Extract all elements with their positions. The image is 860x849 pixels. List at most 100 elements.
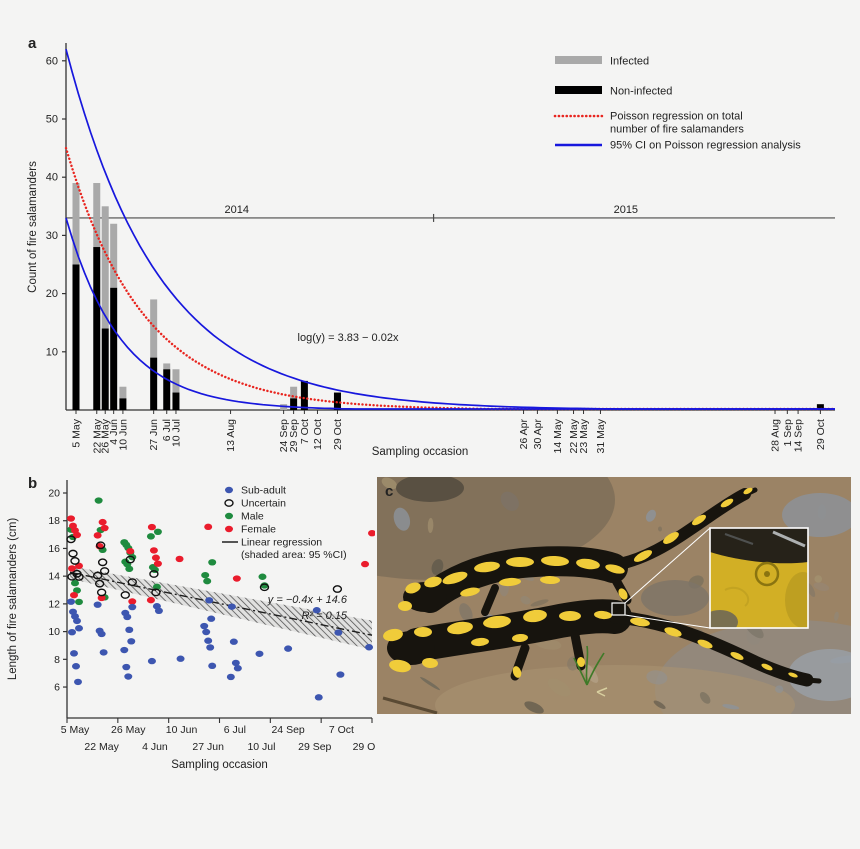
bar-non-infected	[110, 287, 118, 410]
point-female	[153, 560, 162, 567]
point-sub-adult	[208, 662, 217, 670]
y-tick-label: 6	[54, 682, 60, 694]
year-label: 2014	[224, 204, 248, 216]
point-female	[232, 575, 241, 582]
x-tick-label: 4 Jun	[108, 419, 120, 445]
legend-label: Linear regression	[241, 537, 322, 549]
point-female	[204, 523, 213, 531]
point-sub-adult	[154, 607, 163, 615]
x-tick-label: 7 Oct	[299, 419, 311, 444]
y-tick-label: 40	[46, 172, 58, 184]
twig	[382, 696, 438, 714]
callout-line-top	[624, 527, 711, 604]
point-female	[175, 555, 184, 563]
point-sub-adult	[204, 637, 213, 644]
x-tick-label: 24 Sep	[271, 724, 304, 736]
point-uncertain	[92, 571, 103, 580]
x-tick-label: 10 Jul	[247, 741, 275, 753]
panel-a-count-chart: a 2014 2015 10 20 30 40 50 60 Count of fire salam…	[27, 35, 837, 458]
x-tick-label: 4 Jun	[142, 741, 168, 753]
point-female	[126, 548, 135, 555]
point-sub-adult	[123, 613, 132, 621]
point-male	[203, 577, 212, 585]
legend-marker	[225, 486, 233, 494]
point-female	[361, 560, 370, 568]
bar-infected	[150, 299, 158, 358]
point-sub-adult	[202, 628, 211, 636]
x-tick-label: 22 May	[91, 418, 103, 453]
y-axis-title: Count of fire salamanders	[27, 161, 39, 293]
x-tick-label: 7 Oct	[329, 724, 354, 736]
point-male	[153, 528, 162, 536]
point-sub-adult	[73, 617, 81, 625]
point-male	[94, 497, 103, 504]
x-axis-title: Sampling occasion	[372, 446, 469, 458]
point-female	[151, 554, 160, 561]
point-uncertain	[97, 558, 108, 567]
x-tick-label: 26 May	[111, 724, 146, 736]
y-tick-label: 30	[46, 230, 58, 242]
x-tick-label: 5 May	[61, 724, 90, 736]
bar-non-infected	[150, 357, 158, 410]
point-sub-adult	[336, 671, 345, 678]
x-tick-label: 1 Sep	[782, 419, 794, 447]
point-sub-adult	[226, 673, 235, 681]
bar-non-infected	[290, 398, 298, 410]
point-sub-adult	[128, 603, 137, 611]
point-female	[73, 531, 81, 539]
point-female	[98, 518, 107, 526]
point-sub-adult	[70, 650, 78, 657]
x-tick-label: 5 May	[70, 418, 82, 447]
x-tick-label: 31 May	[595, 418, 607, 453]
point-uncertain	[95, 541, 106, 550]
point-male	[208, 559, 217, 566]
legend-label: Female	[241, 524, 276, 536]
point-sub-adult	[122, 663, 131, 671]
legend-label: 95% CI on Poisson regression analysis	[610, 140, 801, 152]
bar-infected	[163, 363, 171, 370]
bar-non-infected	[72, 264, 80, 410]
bar-infected	[172, 369, 180, 393]
point-sub-adult	[75, 625, 83, 632]
point-sub-adult	[231, 659, 240, 667]
bar-non-infected	[119, 398, 127, 410]
x-tick-label: 6 Jul	[224, 724, 246, 736]
lesion-inset	[710, 528, 808, 628]
point-female	[147, 523, 156, 531]
legend-swatch-bar	[555, 56, 602, 64]
legend-label: Sub-adult	[241, 485, 286, 497]
point-female	[68, 565, 76, 572]
lesion-marker-box	[611, 602, 626, 616]
point-sub-adult	[314, 694, 323, 701]
point-female	[70, 591, 78, 599]
point-uncertain	[67, 572, 77, 581]
point-male	[71, 579, 79, 587]
bar-infected	[101, 206, 109, 329]
point-sub-adult	[255, 650, 264, 657]
point-uncertain	[99, 567, 110, 575]
point-uncertain	[259, 583, 270, 592]
point-sub-adult	[74, 678, 82, 686]
point-male	[73, 587, 81, 594]
legend-label: number of fire salamanders	[610, 124, 744, 136]
point-sub-adult	[227, 603, 236, 610]
ci-curve	[65, 217, 835, 410]
poisson-regression-curve	[64, 146, 837, 411]
point-male	[75, 598, 83, 606]
x-tick-label: 29 Sep	[288, 419, 300, 452]
point-female	[146, 596, 155, 604]
x-tick-label: 27 Jun	[192, 741, 224, 753]
point-uncertain	[68, 549, 78, 558]
lesion-inset-border	[709, 527, 809, 629]
bar-non-infected	[101, 328, 109, 410]
point-uncertain	[149, 570, 159, 578]
point-male	[146, 533, 155, 540]
point-sub-adult	[334, 629, 343, 636]
linear-regression-line	[69, 571, 373, 636]
point-male	[152, 583, 161, 591]
legend-label: Non-infected	[610, 86, 672, 98]
year-label: 2015	[614, 204, 638, 216]
x-tick-label: 26 Apr	[518, 418, 530, 449]
point-sub-adult	[147, 657, 156, 665]
ci-band-hatch	[70, 566, 372, 650]
